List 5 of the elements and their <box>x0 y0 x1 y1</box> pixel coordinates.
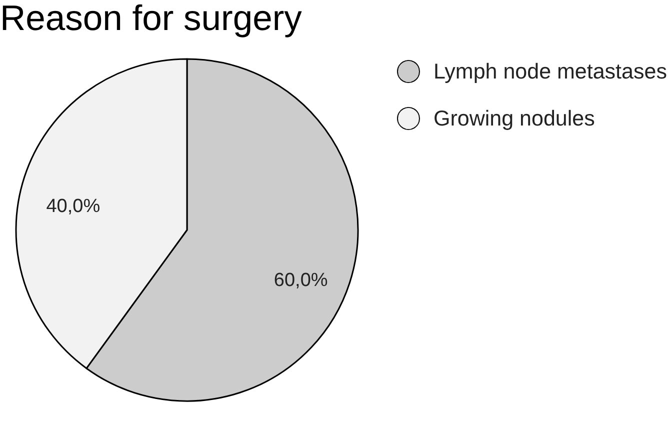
legend-label: Growing nodules <box>434 106 595 130</box>
legend-label: Lymph node metastases <box>434 60 667 84</box>
chart-title: Reason for surgery <box>0 0 302 38</box>
data-label: 40,0% <box>46 196 100 218</box>
data-label: 60,0% <box>274 270 328 292</box>
